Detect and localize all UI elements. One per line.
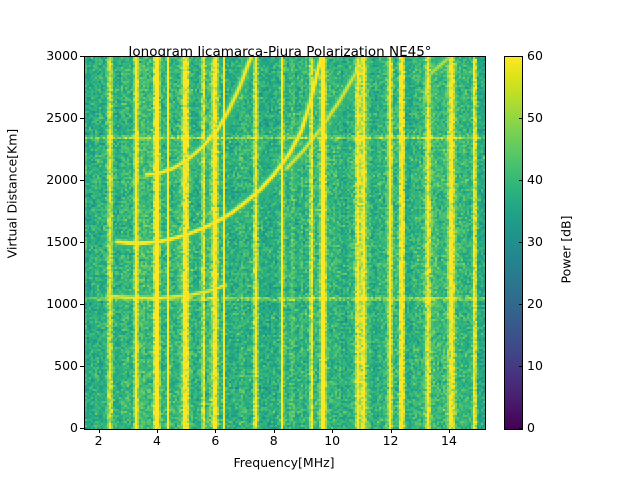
x-tick-mark [98, 429, 100, 433]
x-tick-mark [273, 429, 275, 433]
plot-area [84, 56, 486, 430]
colorbar-tick-mark [519, 428, 523, 429]
colorbar-tick-label: 50 [527, 110, 543, 125]
y-tick-label: 500 [54, 358, 78, 373]
colorbar-tick-mark [519, 56, 523, 57]
colorbar-tick-label: 40 [527, 172, 543, 187]
y-tick-label: 2000 [46, 172, 78, 187]
x-tick-label: 12 [382, 433, 399, 448]
colorbar-tick-mark [519, 118, 523, 119]
y-tick-label: 0 [70, 420, 78, 435]
colorbar-tick-label: 0 [527, 420, 535, 435]
colorbar-tick-mark [519, 304, 523, 305]
x-tick-label: 10 [324, 433, 341, 448]
y-tick-mark [80, 366, 84, 367]
colorbar-tick-label: 60 [527, 48, 543, 63]
y-tick-label: 2500 [46, 110, 78, 125]
x-tick-mark [156, 429, 158, 433]
ionogram-heatmap [85, 57, 485, 429]
colorbar-label: Power [dB] [558, 215, 574, 284]
y-tick-mark [80, 56, 84, 57]
colorbar-tick-label: 10 [527, 358, 543, 373]
x-tick-mark [390, 429, 392, 433]
x-tick-label: 14 [441, 433, 457, 448]
x-tick-label: 6 [211, 433, 220, 448]
x-tick-mark [448, 429, 450, 433]
x-axis-label: Frequency[MHz] [233, 455, 335, 470]
x-tick-label: 8 [269, 433, 278, 448]
colorbar-tick-label: 30 [527, 234, 543, 249]
colorbar-tick-mark [519, 242, 523, 243]
y-tick-mark [80, 118, 84, 119]
x-tick-mark [215, 429, 217, 433]
colorbar-tick-mark [519, 366, 523, 367]
colorbar [504, 56, 523, 430]
y-tick-mark [80, 304, 84, 305]
x-tick-label: 2 [94, 433, 103, 448]
y-tick-mark [80, 180, 84, 181]
y-tick-mark [80, 242, 84, 243]
y-tick-mark [80, 428, 84, 429]
x-tick-label: 4 [153, 433, 161, 448]
x-tick-mark [332, 429, 334, 433]
colorbar-tick-label: 20 [527, 296, 543, 311]
y-tick-label: 3000 [46, 48, 78, 63]
y-axis-label: Virtual Distance[Km] [4, 128, 20, 259]
colorbar-tick-mark [519, 180, 523, 181]
y-tick-label: 1000 [46, 296, 78, 311]
y-tick-label: 1500 [46, 234, 78, 249]
